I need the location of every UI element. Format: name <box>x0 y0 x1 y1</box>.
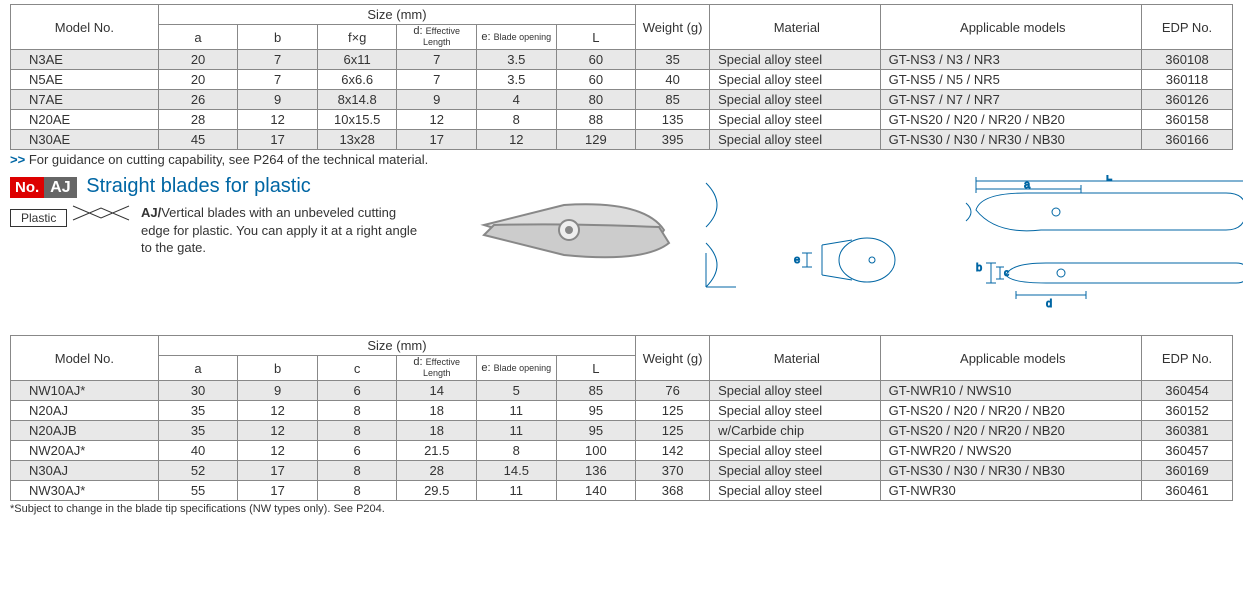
cell-model: N5AE <box>11 70 159 90</box>
cell-model: N20AJB <box>11 421 159 441</box>
th-material: Material <box>710 336 881 381</box>
th-c: c <box>317 356 397 381</box>
svg-text:L: L <box>1106 175 1112 183</box>
svg-text:e: e <box>794 254 800 266</box>
th-a: a <box>158 25 238 50</box>
footnote: *Subject to change in the blade tip spec… <box>10 503 1233 515</box>
aj-badge: AJ <box>44 177 76 198</box>
th-b: b <box>238 356 318 381</box>
th-fxg: f×g <box>317 25 397 50</box>
no-badge: No. <box>10 177 44 198</box>
th-size: Size (mm) <box>158 5 635 25</box>
table-row: N30AJ521782814.5136370 Special alloy ste… <box>11 461 1233 481</box>
product-illustration <box>444 175 684 295</box>
th-L: L <box>556 356 636 381</box>
cell-model: N7AE <box>11 90 159 110</box>
th-weight: Weight (g) <box>636 5 710 50</box>
th-applicable: Applicable models <box>880 336 1141 381</box>
cell-model: N30AJ <box>11 461 159 481</box>
section-aj: No.AJ Straight blades for plastic Plasti… <box>10 175 1233 325</box>
section-title: Straight blades for plastic <box>86 175 311 197</box>
cell-model: N20AJ <box>11 401 159 421</box>
plastic-icon <box>71 204 131 222</box>
table-row: N30AE451713x281712129395 Special alloy s… <box>11 130 1233 150</box>
th-e: e: Blade opening <box>477 356 557 381</box>
dim-sketch-curves <box>698 175 758 295</box>
table-row: NW20AJ*4012621.58100142 Special alloy st… <box>11 441 1233 461</box>
svg-text:c: c <box>1004 268 1009 279</box>
cell-model: NW10AJ* <box>11 381 159 401</box>
plastic-tag: Plastic <box>10 209 67 227</box>
table-row: NW10AJ*30961458576 Special alloy steelGT… <box>11 381 1233 401</box>
svg-text:a: a <box>1024 179 1031 191</box>
cell-model: N3AE <box>11 50 159 70</box>
th-weight: Weight (g) <box>636 336 710 381</box>
th-a: a <box>158 356 238 381</box>
th-L: L <box>556 25 636 50</box>
table-row: N5AE2076x6.673.56040 Special alloy steel… <box>11 70 1233 90</box>
table-row: N20AE281210x15.512888135 Special alloy s… <box>11 110 1233 130</box>
dim-sketch-side: L a b c d <box>946 175 1243 325</box>
th-model: Model No. <box>11 336 159 381</box>
table-row: N3AE2076x1173.56035 Special alloy steelG… <box>11 50 1233 70</box>
th-size: Size (mm) <box>158 336 635 356</box>
table-row: NW30AJ*5517829.511140368 Special alloy s… <box>11 481 1233 501</box>
dim-sketch-front: e <box>772 175 932 295</box>
th-edp: EDP No. <box>1142 336 1233 381</box>
th-d: d: Effective Length <box>397 25 477 50</box>
cell-model: NW30AJ* <box>11 481 159 501</box>
th-material: Material <box>710 5 881 50</box>
th-b: b <box>238 25 318 50</box>
table-row: N20AJ35128181195125 Special alloy steelG… <box>11 401 1233 421</box>
th-model: Model No. <box>11 5 159 50</box>
svg-text:b: b <box>976 262 982 274</box>
cell-model: N30AE <box>11 130 159 150</box>
th-d: d: Effective Length <box>397 356 477 381</box>
cell-model: NW20AJ* <box>11 441 159 461</box>
table-row: N7AE2698x14.8948085 Special alloy steelG… <box>11 90 1233 110</box>
th-edp: EDP No. <box>1142 5 1233 50</box>
th-applicable: Applicable models <box>880 5 1141 50</box>
svg-text:d: d <box>1046 298 1052 310</box>
th-e: e: Blade opening <box>477 25 557 50</box>
table-ae: Model No. Size (mm) Weight (g) Material … <box>10 4 1233 150</box>
table-aj: Model No. Size (mm) Weight (g) Material … <box>10 335 1233 501</box>
guidance-note: >> For guidance on cutting capability, s… <box>10 152 1233 167</box>
cell-model: N20AE <box>11 110 159 130</box>
table-row: N20AJB35128181195125 w/Carbide chipGT-NS… <box>11 421 1233 441</box>
section-desc: AJ/Vertical blades with an unbeveled cut… <box>141 204 421 257</box>
